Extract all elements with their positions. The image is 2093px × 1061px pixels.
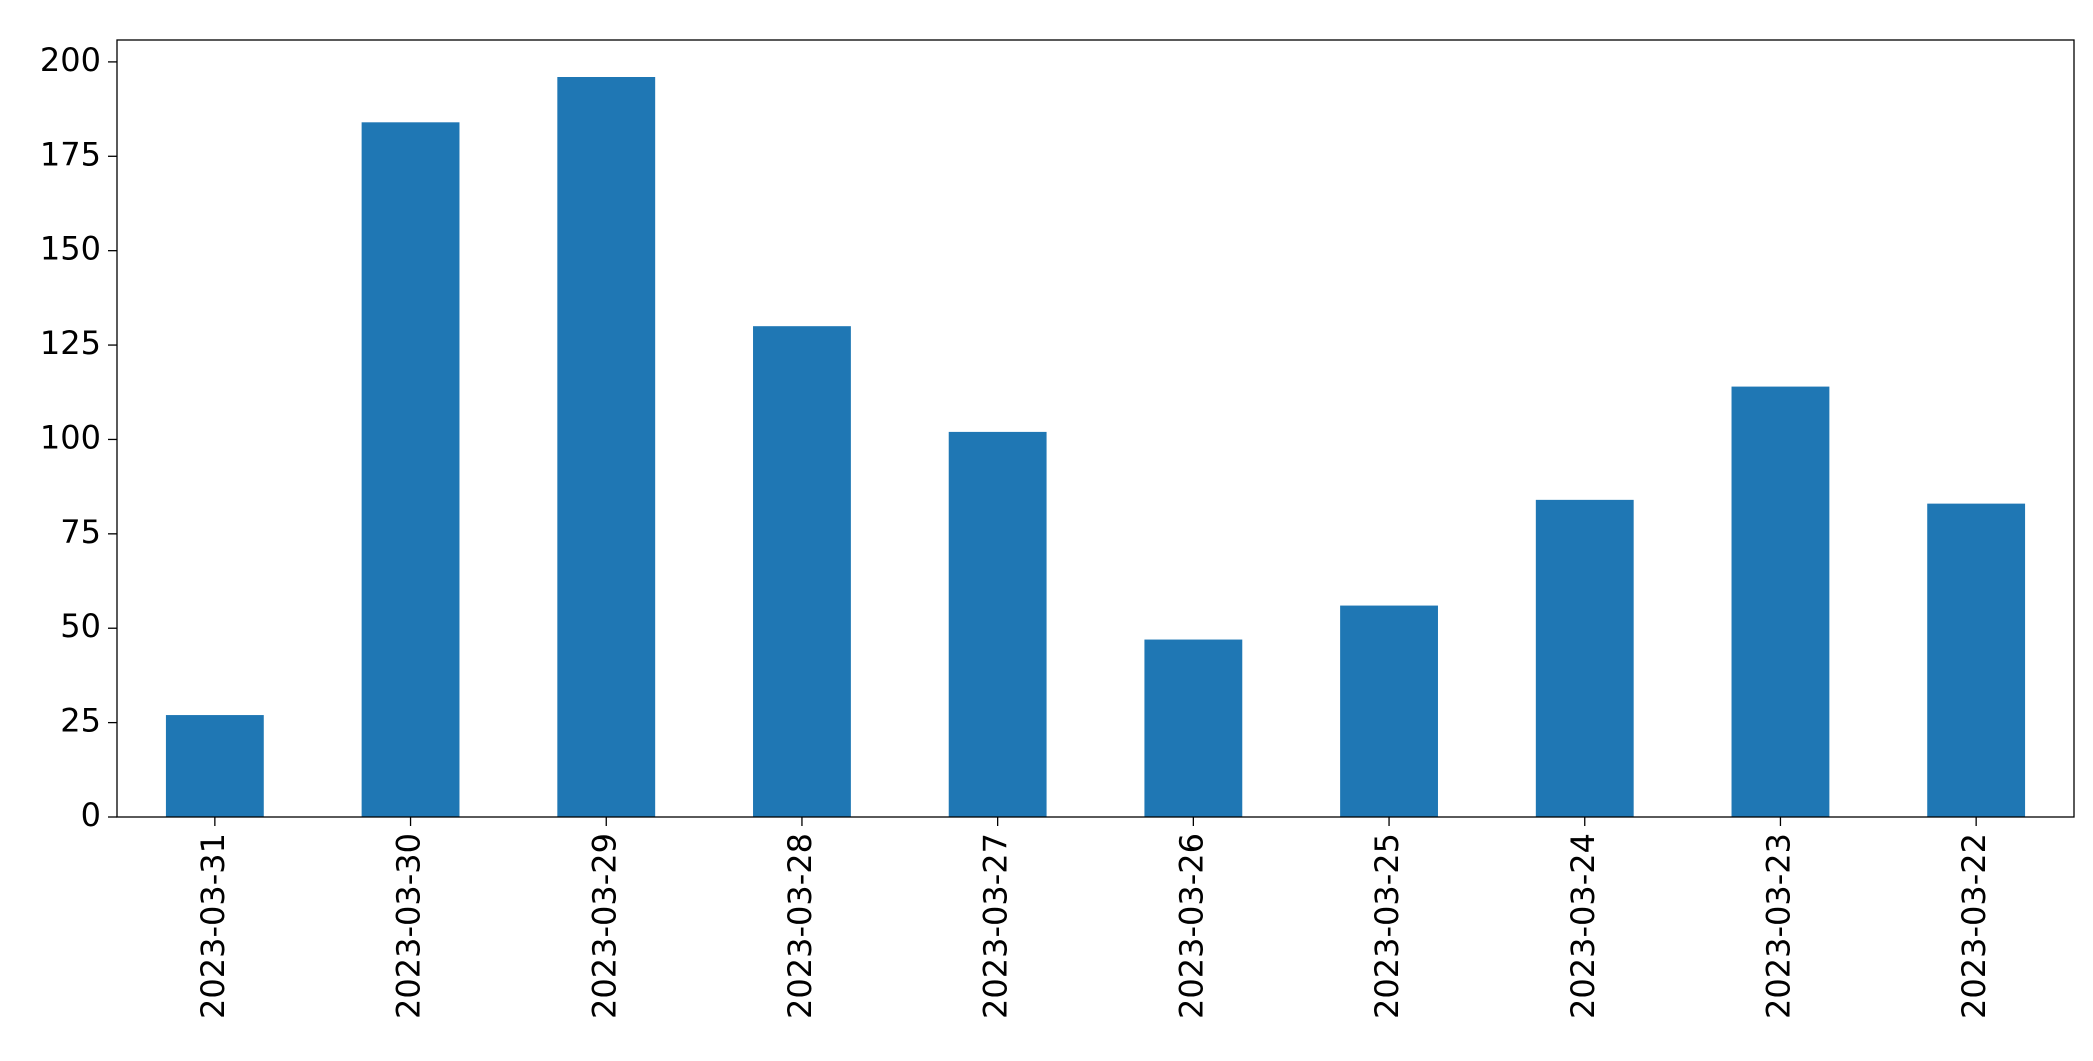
bar [1144,639,1243,817]
y-tick-label: 100 [40,418,101,456]
x-tick-label: 2023-03-22 [1955,833,1993,1019]
bar [1340,605,1438,817]
plot-frame [116,39,2075,818]
bar [557,77,656,817]
bar [361,122,460,817]
x-tick-label: 2023-03-29 [585,833,623,1019]
x-tick-label: 2023-03-23 [1759,833,1797,1019]
y-tick-label: 150 [40,230,101,268]
x-tick-label: 2023-03-25 [1368,833,1406,1019]
x-tick-label: 2023-03-28 [781,833,819,1019]
y-tick-label: 25 [60,702,101,740]
y-tick-label: 125 [40,324,101,362]
y-tick-label: 0 [81,796,101,834]
bar [165,715,264,817]
bar [753,326,851,817]
bar [948,431,1047,817]
y-tick-label: 175 [40,135,101,173]
x-tick-label: 2023-03-27 [977,833,1015,1019]
bar [1927,503,2026,817]
x-tick-label: 2023-03-24 [1564,833,1602,1019]
y-tick-label: 75 [60,513,101,551]
bar [1535,499,1634,817]
x-tick-label: 2023-03-30 [390,833,428,1019]
y-tick-label: 200 [40,41,101,79]
x-tick-label: 2023-03-31 [194,833,232,1019]
bar [1731,386,1830,817]
y-tick-label: 50 [60,607,101,645]
x-tick-label: 2023-03-26 [1172,833,1210,1019]
